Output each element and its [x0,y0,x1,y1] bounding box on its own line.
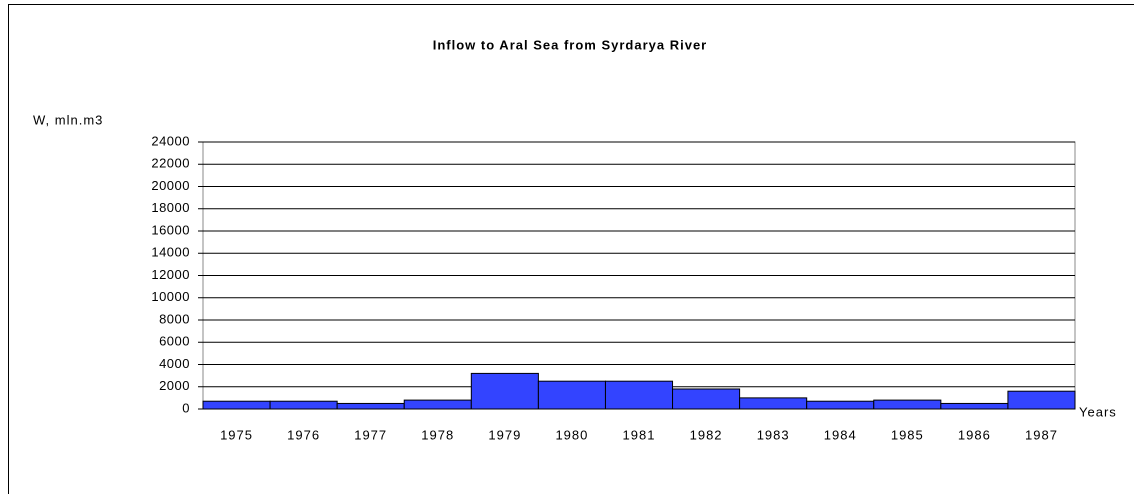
x-tick-label: 1986 [958,427,991,442]
y-axis-label: W, mln.m3 [33,112,103,127]
bar [941,403,1008,409]
y-tick-label: 12000 [151,267,190,282]
x-tick-label: 1980 [555,427,588,442]
y-tick-label: 4000 [159,356,190,371]
y-tick-label: 22000 [151,156,190,171]
y-tick-label: 16000 [151,222,190,237]
bar [203,401,270,409]
y-tick-label: 2000 [159,378,190,393]
x-tick-label: 1981 [623,427,656,442]
y-tick-label: 0 [182,400,190,415]
x-tick-label: 1975 [220,427,253,442]
x-tick-label: 1985 [891,427,924,442]
y-tick-label: 6000 [159,334,190,349]
bar [605,381,672,409]
chart-title: Inflow to Aral Sea from Syrdarya River [433,37,707,52]
y-tick-label: 24000 [151,133,190,148]
bar [874,400,941,409]
bar [538,381,605,409]
y-tick-label: 20000 [151,178,190,193]
bar [673,389,740,409]
x-tick-label: 1983 [757,427,790,442]
x-tick-label: 1976 [287,427,320,442]
x-tick-label: 1978 [421,427,454,442]
bar [404,400,471,409]
y-tick-label: 8000 [159,311,190,326]
x-tick-label: 1982 [690,427,723,442]
x-tick-label: 1987 [1025,427,1058,442]
x-tick-label: 1977 [354,427,387,442]
bar [471,373,538,409]
x-tick-label: 1979 [488,427,521,442]
y-tick-label: 10000 [151,289,190,304]
x-axis-label: Years [1079,404,1117,419]
bar [270,401,337,409]
y-tick-label: 18000 [151,200,190,215]
x-tick-label: 1984 [824,427,857,442]
bar [1008,391,1075,409]
bar [337,403,404,409]
bar [807,401,874,409]
bar [740,398,807,409]
y-tick-label: 14000 [151,245,190,260]
